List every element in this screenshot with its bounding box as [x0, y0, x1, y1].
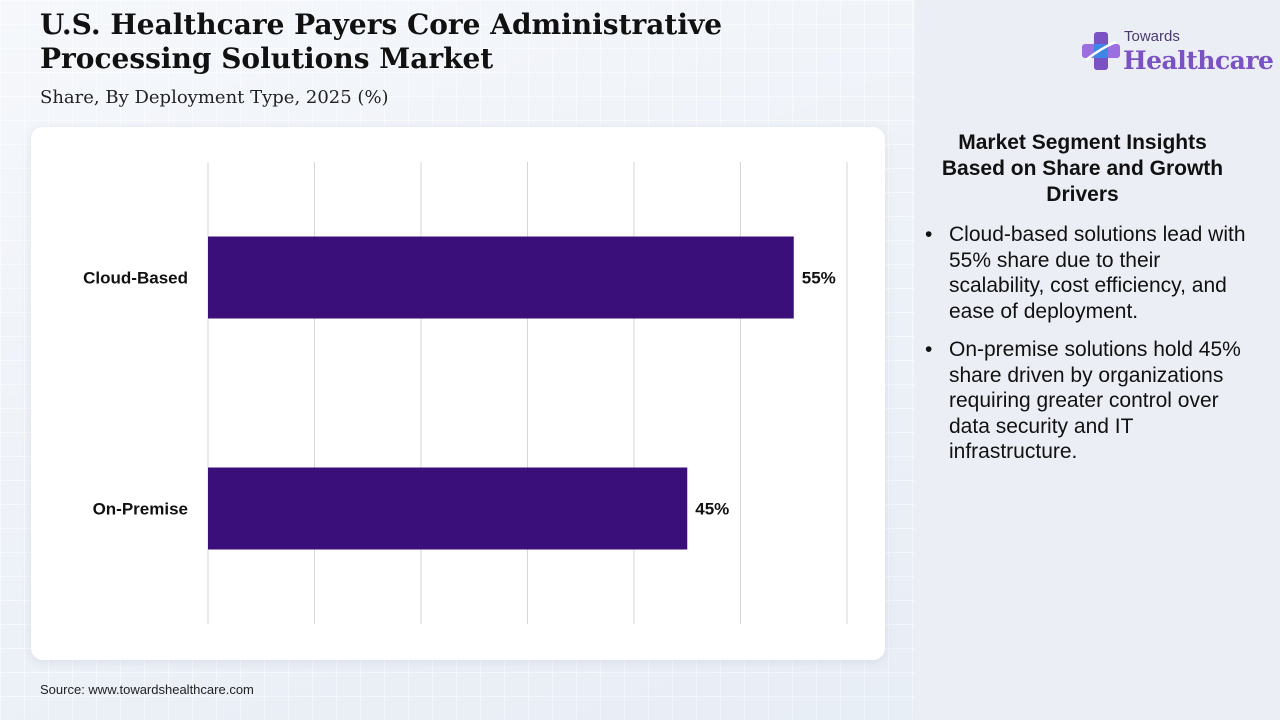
data-label: 55% — [802, 269, 836, 288]
logo-text-towards: Towards — [1124, 28, 1180, 45]
category-label: On-Premise — [93, 500, 188, 519]
insights-title: Market Segment Insights Based on Share a… — [941, 131, 1224, 206]
bullet-glyph: • — [925, 223, 933, 246]
chart-title: U.S. Healthcare Payers Core Administrati… — [40, 8, 723, 75]
bar-cloud-based — [208, 236, 794, 319]
insight-item: • Cloud-based solutions lead with 55% sh… — [925, 222, 1250, 324]
chart-subtitle: Share, By Deployment Type, 2025 (%) — [40, 87, 389, 108]
insights-list: • Cloud-based solutions lead with 55% sh… — [925, 222, 1250, 478]
chart-card: Cloud-Based 55% On-Premise 45% — [31, 127, 885, 660]
bar-chart: Cloud-Based 55% On-Premise 45% — [83, 162, 848, 624]
category-label: Cloud-Based — [83, 269, 188, 288]
insight-item: • On-premise solutions hold 45% share dr… — [925, 337, 1250, 465]
data-label: 45% — [695, 500, 729, 519]
insights-panel — [915, 0, 1280, 720]
bullet-glyph: • — [925, 338, 933, 361]
logo-text-healthcare: Healthcare — [1123, 46, 1274, 75]
bar-on-premise — [208, 467, 688, 550]
medical-cross-icon — [1082, 32, 1120, 70]
insight-text: On-premise solutions hold 45% share driv… — [949, 338, 1241, 463]
insight-text: Cloud-based solutions lead with 55% shar… — [949, 223, 1246, 323]
source-note: Source: www.towardshealthcare.com — [40, 682, 254, 697]
brand-logo: Towards Healthcare — [1080, 26, 1274, 76]
